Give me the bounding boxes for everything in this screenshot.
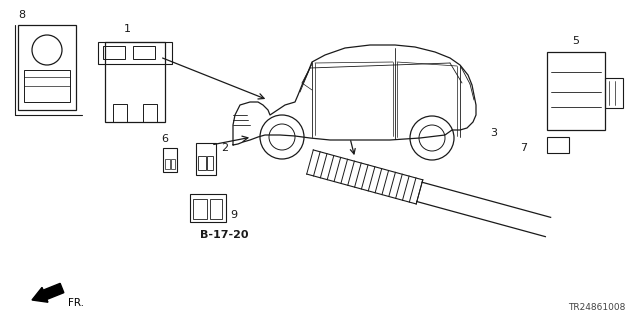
Text: 5: 5 bbox=[573, 36, 579, 46]
Bar bbox=[605, 78, 623, 108]
FancyArrow shape bbox=[32, 283, 64, 302]
Bar bbox=[210, 199, 222, 219]
Bar bbox=[196, 143, 216, 175]
Text: FR.: FR. bbox=[68, 298, 84, 308]
Text: B-17-20: B-17-20 bbox=[200, 230, 248, 240]
Text: 9: 9 bbox=[230, 210, 237, 220]
Bar bbox=[547, 137, 569, 153]
Bar bbox=[163, 148, 177, 172]
Bar bbox=[133, 46, 155, 59]
Text: 6: 6 bbox=[161, 134, 168, 144]
Bar bbox=[165, 159, 170, 169]
Bar bbox=[198, 156, 206, 170]
Circle shape bbox=[419, 125, 445, 151]
Bar bbox=[18, 25, 76, 110]
Bar bbox=[193, 199, 207, 219]
Text: 2: 2 bbox=[221, 143, 228, 153]
Bar bbox=[24, 70, 70, 102]
Text: 1: 1 bbox=[124, 24, 131, 34]
Bar bbox=[105, 42, 165, 122]
Bar bbox=[143, 104, 157, 122]
Bar bbox=[103, 46, 125, 59]
Bar bbox=[171, 159, 175, 169]
Text: 8: 8 bbox=[18, 10, 25, 20]
Text: TR24861008: TR24861008 bbox=[568, 303, 625, 312]
Bar bbox=[113, 104, 127, 122]
Bar bbox=[98, 42, 172, 64]
Circle shape bbox=[269, 124, 295, 150]
Bar bbox=[207, 156, 213, 170]
Bar bbox=[547, 52, 605, 130]
Text: 7: 7 bbox=[520, 143, 527, 153]
Bar bbox=[190, 194, 226, 222]
Text: 3: 3 bbox=[490, 128, 497, 138]
